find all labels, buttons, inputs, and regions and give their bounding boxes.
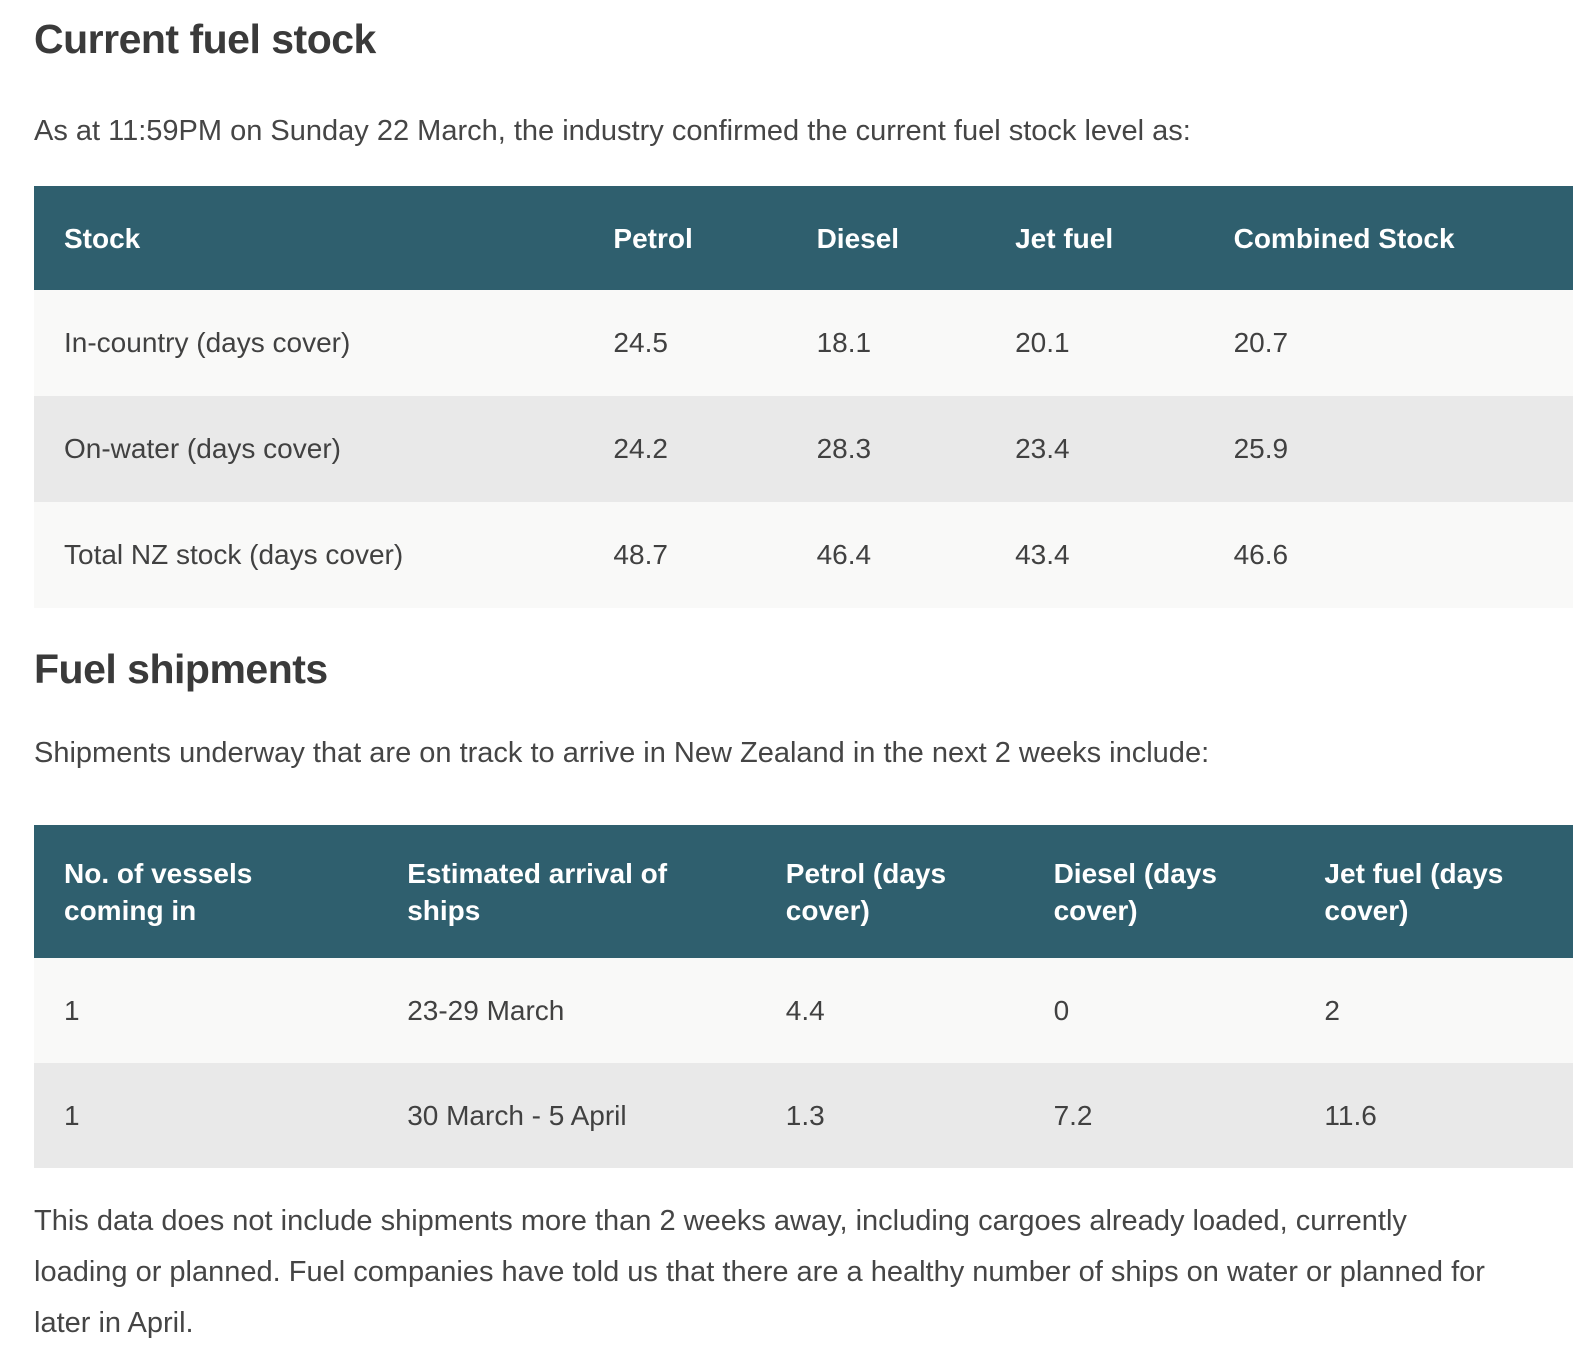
column-header-stock: Stock	[34, 186, 584, 290]
table-row-on-water: On-water (days cover) 24.2 28.3 23.4 25.…	[34, 396, 1573, 502]
table-cell: 48.7	[613, 539, 668, 570]
table-cell: 11.6	[1324, 1099, 1377, 1131]
table-cell: 0	[1053, 994, 1070, 1026]
table-cell: 4.4	[785, 994, 825, 1026]
table-row-total-nz-stock: Total NZ stock (days cover) 48.7 46.4 43…	[34, 502, 1573, 608]
table-cell: 18.1	[816, 327, 872, 358]
table-cell: 24.5	[613, 327, 668, 358]
table-cell: 1	[64, 1099, 80, 1131]
stock-table-header-row: Stock Petrol Diesel Jet fuel Combined St…	[34, 186, 1573, 290]
column-header-vessels: No. of vessels coming in	[34, 825, 378, 958]
column-header-diesel-days: Diesel (days cover)	[1023, 825, 1295, 958]
shipments-table: No. of vessels coming in Estimated arriv…	[34, 825, 1573, 1168]
table-cell: 1.3	[785, 1099, 825, 1131]
column-header-arrival: Estimated arrival of ships	[377, 825, 756, 958]
row-label: On-water (days cover)	[64, 433, 341, 464]
stock-table: Stock Petrol Diesel Jet fuel Combined St…	[34, 186, 1573, 608]
table-cell: 25.9	[1233, 433, 1289, 464]
table-cell: 30 March - 5 April	[407, 1099, 627, 1131]
table-row-in-country: In-country (days cover) 24.5 18.1 20.1 2…	[34, 290, 1573, 396]
row-label: Total NZ stock (days cover)	[64, 539, 404, 570]
row-label: In-country (days cover)	[64, 327, 351, 358]
table-cell: 1	[64, 994, 80, 1026]
table-row-shipment-2: 1 30 March - 5 April 1.3 7.2 11.6	[34, 1063, 1573, 1168]
column-header-jet-fuel: Jet fuel	[985, 186, 1204, 290]
column-header-combined-stock: Combined Stock	[1203, 186, 1573, 290]
table-cell: 46.6	[1233, 539, 1289, 570]
column-header-jet-fuel-days: Jet fuel (days cover)	[1294, 825, 1573, 958]
current-fuel-stock-heading: Current fuel stock	[34, 16, 376, 62]
shipments-disclaimer-note: This data does not include shipments mor…	[34, 1205, 1485, 1339]
table-cell: 24.2	[613, 433, 668, 464]
column-header-diesel: Diesel	[786, 186, 986, 290]
column-header-petrol: Petrol	[583, 186, 787, 290]
fuel-shipments-heading: Fuel shipments	[34, 646, 328, 692]
table-cell: 2	[1324, 994, 1340, 1026]
column-header-petrol-days: Petrol (days cover)	[755, 825, 1024, 958]
table-cell: 20.1	[1015, 327, 1070, 358]
table-cell: 7.2	[1053, 1099, 1093, 1131]
fuel-shipments-intro: Shipments underway that are on track to …	[34, 737, 1210, 769]
table-row-shipment-1: 1 23-29 March 4.4 0 2	[34, 958, 1573, 1063]
table-cell: 46.4	[816, 539, 872, 570]
shipments-table-header-row: No. of vessels coming in Estimated arriv…	[34, 825, 1573, 958]
table-cell: 23-29 March	[407, 994, 565, 1026]
current-fuel-stock-intro: As at 11:59PM on Sunday 22 March, the in…	[34, 115, 1191, 147]
table-cell: 43.4	[1015, 539, 1070, 570]
table-cell: 20.7	[1233, 327, 1289, 358]
table-cell: 23.4	[1015, 433, 1070, 464]
table-cell: 28.3	[816, 433, 872, 464]
